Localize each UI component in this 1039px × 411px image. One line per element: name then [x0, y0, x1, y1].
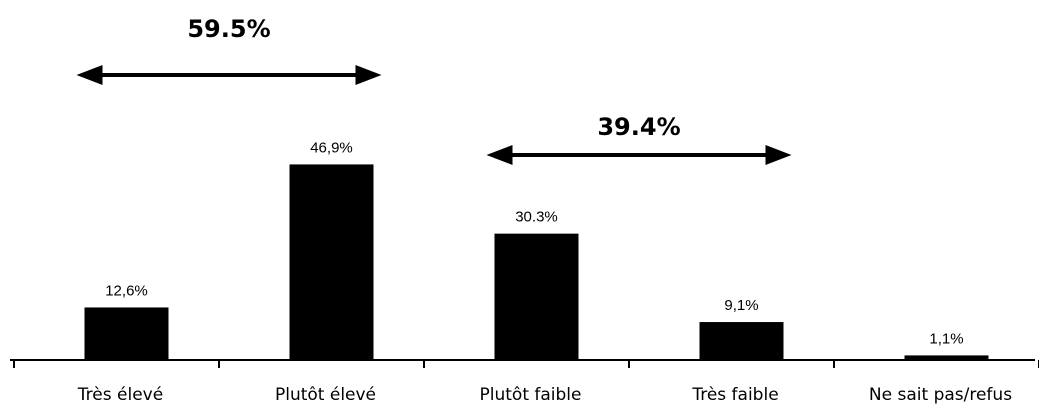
- arrow-head-left-icon: [486, 145, 513, 165]
- bar-plutot-faible: [494, 233, 579, 360]
- category-label-tres-faible: Très faible: [691, 385, 778, 405]
- value-labels: 12,6% 46,9% 30.3% 9,1% 1,1%: [105, 139, 963, 347]
- value-label-plutot-faible: 30.3%: [515, 209, 558, 226]
- arrow-head-left-icon: [76, 65, 103, 85]
- group-total-label: 39.4%: [597, 113, 680, 141]
- category-label-plutot-eleve: Plutôt élevé: [275, 385, 376, 405]
- arrow-head-right-icon: [765, 145, 792, 165]
- value-label-plutot-eleve: 46,9%: [310, 139, 353, 156]
- category-label-ne-sait-pas-refus: Ne sait pas/refus: [869, 385, 1012, 405]
- arrow-head-right-icon: [355, 65, 382, 85]
- bar-tres-eleve: [84, 307, 169, 360]
- bar-ne-sait-pas-refus: [904, 355, 989, 360]
- category-labels: Très élevé Plutôt élevé Plutôt faible Très …: [77, 385, 1012, 405]
- value-label-tres-eleve: 12,6%: [105, 282, 148, 299]
- group-total-label: 59.5%: [187, 15, 270, 43]
- bars: [84, 164, 989, 360]
- bar-plutot-eleve: [289, 164, 374, 360]
- value-label-tres-faible: 9,1%: [724, 297, 758, 314]
- bar-tres-faible: [699, 322, 784, 360]
- group-annotations: 59.5% 39.4%: [76, 15, 792, 165]
- category-label-tres-eleve: Très élevé: [77, 385, 163, 405]
- value-label-ne-sait-pas-refus: 1,1%: [929, 330, 963, 347]
- x-axis-ticks: [13, 360, 1039, 368]
- category-label-plutot-faible: Plutôt faible: [480, 385, 582, 405]
